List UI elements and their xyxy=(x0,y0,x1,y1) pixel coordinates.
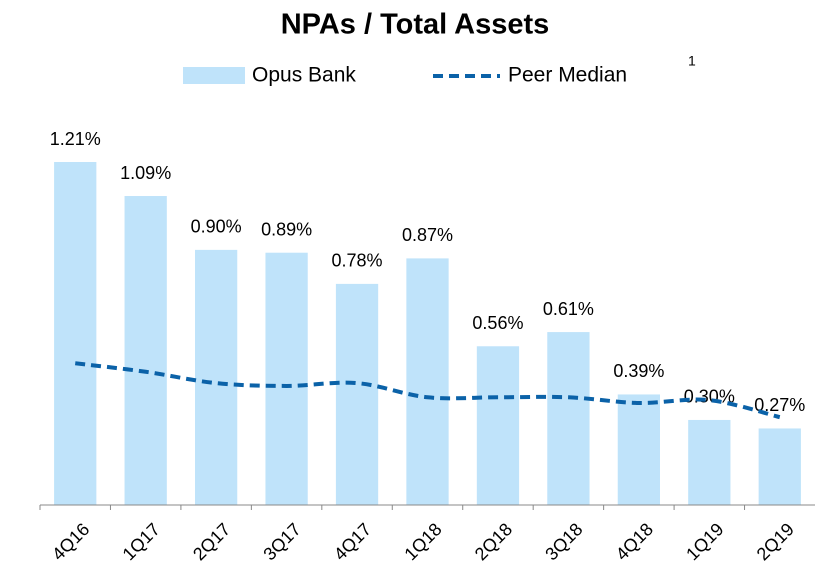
legend-swatch xyxy=(183,67,245,84)
value-label: 0.89% xyxy=(261,219,312,239)
legend-label: Peer Median xyxy=(508,64,627,87)
bar xyxy=(476,346,520,505)
legend: Opus Bank Peer Median 1 xyxy=(183,53,696,87)
x-tick-label: 4Q16 xyxy=(48,519,93,564)
value-label: 0.39% xyxy=(613,361,664,381)
bar xyxy=(758,428,801,505)
x-tick-label: 2Q17 xyxy=(189,519,234,564)
bar xyxy=(124,196,167,505)
x-tick-label: 2Q19 xyxy=(753,519,798,564)
value-label: 1.09% xyxy=(120,163,171,183)
x-tick-label: 3Q18 xyxy=(541,519,586,564)
bar xyxy=(195,249,238,505)
bar xyxy=(335,283,379,505)
value-label: 1.21% xyxy=(50,129,101,149)
value-label: 0.27% xyxy=(754,395,805,415)
x-tick-label: 1Q17 xyxy=(119,519,164,564)
legend-footnote: 1 xyxy=(688,53,696,69)
bar xyxy=(547,332,590,505)
legend-label: Opus Bank xyxy=(252,64,356,87)
value-label: 0.30% xyxy=(684,387,735,407)
x-tick-label: 4Q18 xyxy=(612,519,657,564)
bar xyxy=(406,258,449,505)
value-label: 0.90% xyxy=(191,217,242,237)
x-tick-label: 1Q18 xyxy=(400,519,445,564)
value-label: 0.78% xyxy=(332,251,383,271)
line xyxy=(74,361,781,420)
x-tick-label: 3Q17 xyxy=(259,519,304,564)
bar xyxy=(617,394,660,505)
bar xyxy=(54,162,97,505)
value-label: 0.61% xyxy=(543,299,594,319)
value-label: 0.87% xyxy=(402,225,453,245)
x-tick-label: 2Q18 xyxy=(471,519,516,564)
value-label: 0.56% xyxy=(472,313,523,333)
x-tick-label: 1Q19 xyxy=(682,519,727,564)
bar xyxy=(265,252,308,505)
x-tick-label: 4Q17 xyxy=(330,519,375,564)
bar xyxy=(688,419,731,505)
chart-title: NPAs / Total Assets xyxy=(281,9,550,41)
